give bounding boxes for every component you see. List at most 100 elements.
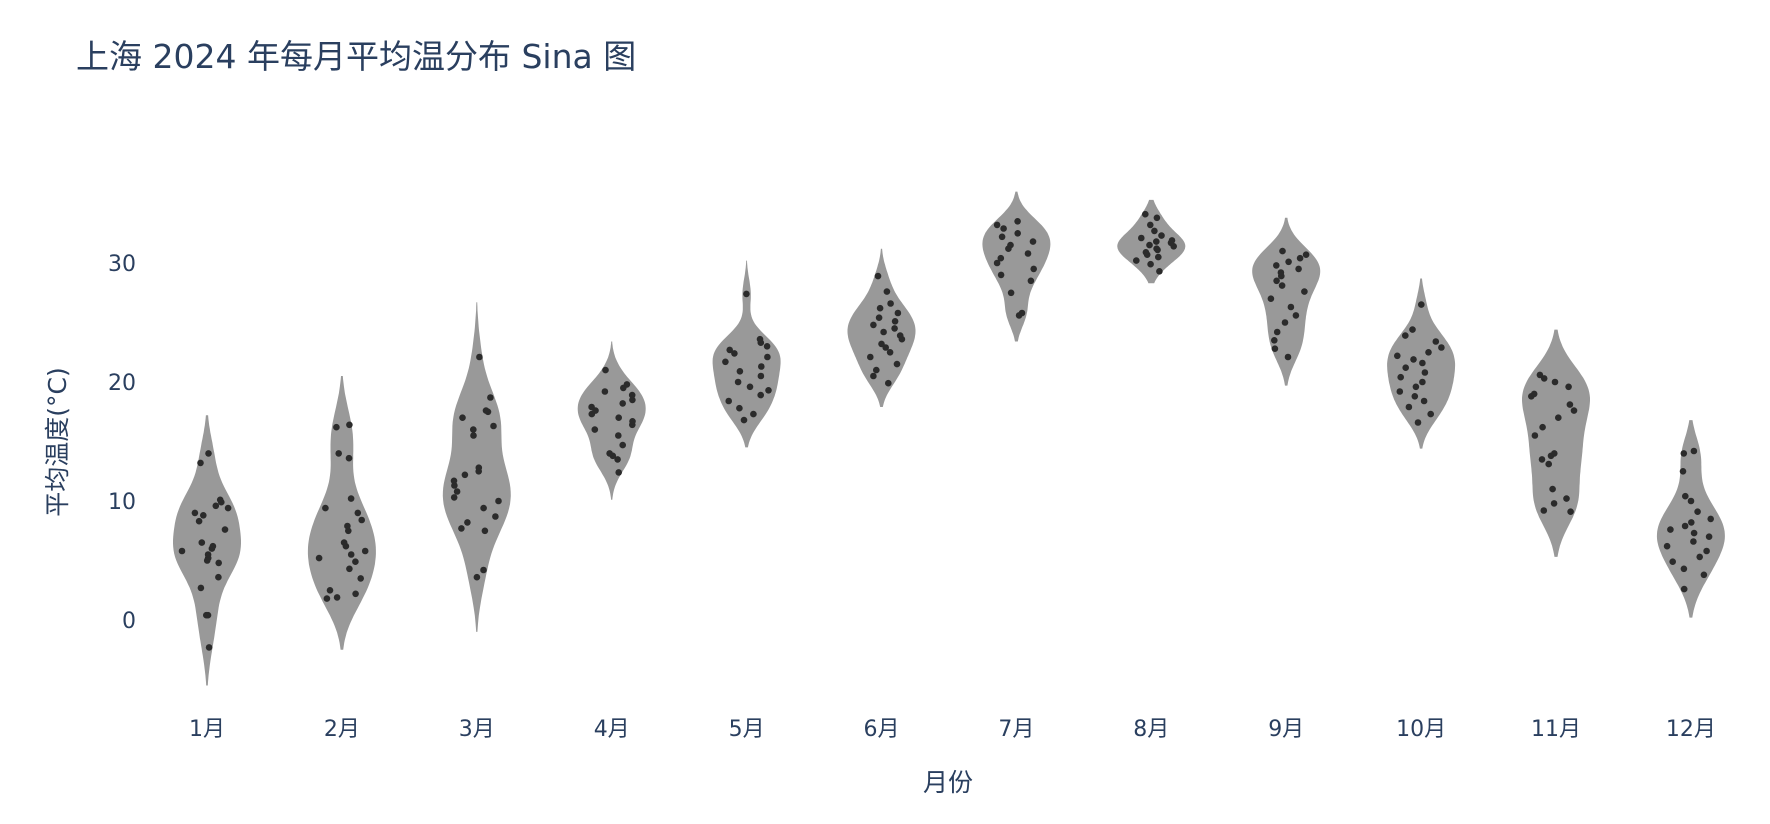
data-point [1301,288,1308,295]
data-point [1296,254,1304,262]
data-point [1688,519,1695,526]
data-point [757,372,765,380]
data-point [764,353,771,361]
data-point [347,495,355,502]
data-point [758,363,765,370]
data-point [1027,277,1035,285]
data-point [615,469,622,476]
data-point [1267,295,1275,303]
data-point [1690,447,1698,455]
data-point [619,400,626,407]
data-point [997,271,1005,279]
data-point [1410,356,1417,363]
data-point [886,349,894,356]
data-point [1419,359,1426,367]
data-point [1555,414,1562,422]
data-point [1545,460,1552,468]
violin-body [847,248,916,407]
data-point [335,450,343,457]
data-point [743,290,750,298]
data-point [480,566,487,574]
data-point [1397,373,1404,381]
data-point [1438,344,1445,351]
x-axis-title: 月份 [923,768,973,797]
data-point [470,426,477,433]
data-point [1142,210,1149,218]
data-point [1153,238,1160,245]
data-point [998,233,1006,241]
data-point [876,304,884,312]
data-point [588,403,595,411]
data-point [198,539,206,546]
data-point [1703,547,1710,555]
data-point [1281,319,1289,326]
data-point [473,573,481,581]
data-point [1273,277,1280,285]
data-point [606,450,613,457]
data-point [1014,230,1021,237]
data-point [1411,393,1419,400]
x-tick-label: 10月 [1396,717,1446,742]
data-point [459,414,466,422]
data-point [615,432,622,439]
violin-body [307,376,376,650]
violin-body [1522,329,1590,557]
data-point [1295,265,1302,273]
data-point [883,288,891,295]
data-point [1530,390,1538,398]
data-point [1549,485,1556,493]
data-point [1539,423,1546,431]
data-point [1030,265,1037,273]
data-point [750,410,757,418]
chart-title: 上海 2024 年每月平均温分布 Sina 图 [76,37,637,76]
data-point [1538,456,1546,463]
data-point [347,551,355,558]
violin-body [577,341,646,500]
data-point [1409,326,1416,333]
data-point [1566,401,1574,408]
x-tick-label: 3月 [459,717,495,742]
data-point [1394,352,1401,360]
data-point [1419,378,1426,386]
data-point [1425,349,1432,356]
data-point [1279,247,1286,255]
data-point [215,559,222,567]
data-point [1420,397,1428,405]
data-point [891,325,898,332]
data-point [601,388,609,395]
data-point [481,527,489,535]
data-point [203,611,210,619]
data-point [461,471,469,479]
data-point [1402,332,1409,339]
data-point [333,594,341,601]
x-tick-label: 11月 [1531,717,1581,742]
data-point [1277,269,1285,276]
data-point [1292,312,1300,319]
data-point [1680,450,1688,457]
data-point [1287,303,1295,311]
data-point [195,517,203,525]
data-point [345,454,353,462]
data-point [893,360,901,368]
data-point [1680,565,1688,573]
data-point [1153,245,1160,252]
data-point [875,314,883,322]
x-tick-label: 1月 [189,717,225,742]
data-point [1142,249,1150,256]
data-point [629,418,636,425]
data-point [1147,260,1154,268]
data-point [1278,282,1286,289]
data-point [628,391,636,399]
data-point [1284,353,1292,361]
data-point [878,340,885,348]
data-point [178,547,186,555]
data-point [1694,508,1701,515]
data-point [1550,500,1558,507]
data-point [1014,218,1021,225]
data-point [315,554,323,562]
violin-body [1656,420,1725,618]
data-point [1551,378,1559,386]
data-point [1682,492,1689,500]
x-tick-label: 12月 [1666,717,1716,742]
